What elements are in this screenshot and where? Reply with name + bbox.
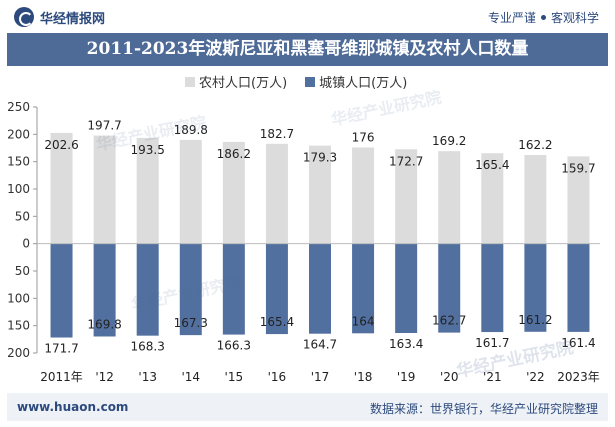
x-tick-label: '12 — [95, 370, 114, 384]
x-tick-label: 2011年 — [40, 370, 83, 384]
bar-rural — [179, 139, 202, 244]
bar-rural — [567, 156, 590, 244]
y-tick-label: 150 — [7, 155, 30, 169]
x-tick-label: 2023年 — [557, 370, 600, 384]
slogan-a: 专业严谨 — [487, 11, 536, 25]
x-tick-label: '14 — [181, 370, 200, 384]
data-label-rural: 189.8 — [174, 123, 208, 137]
y-tick-label: 50 — [15, 264, 30, 278]
y-tick-label: 0 — [22, 237, 30, 251]
y-tick-label: 100 — [7, 291, 30, 305]
bar-urban — [309, 243, 331, 334]
data-label-rural: 162.2 — [518, 138, 552, 152]
slogan-b: 客观科学 — [550, 11, 599, 25]
data-label-rural: 186.2 — [217, 147, 251, 161]
bar-rural — [222, 141, 245, 244]
bar-rural — [395, 149, 418, 244]
bar-rural — [265, 143, 288, 244]
x-tick-label: '20 — [440, 370, 459, 384]
data-label-urban: 161.4 — [561, 336, 595, 350]
bar-urban — [136, 243, 159, 336]
x-tick-label: '22 — [526, 370, 545, 384]
y-tick-label: 200 — [7, 127, 30, 141]
title-bar: 2011-2023年波斯尼亚和黑塞哥维那城镇及农村人口数量 — [7, 33, 608, 66]
data-label-urban: 169.8 — [87, 317, 121, 331]
data-label-urban: 161.2 — [518, 313, 552, 327]
data-label-urban: 167.3 — [174, 316, 208, 330]
bar-urban — [438, 243, 461, 333]
data-label-rural: 169.2 — [432, 134, 466, 148]
data-label-rural: 172.7 — [389, 154, 423, 168]
bar-rural — [136, 137, 159, 244]
data-label-rural: 202.6 — [44, 138, 78, 152]
brand: 华经情报网 — [14, 7, 105, 27]
bar-rural — [309, 145, 331, 244]
data-label-urban: 164 — [352, 314, 375, 328]
bar-urban — [179, 243, 202, 336]
chart-legend: 农村人口(万人) 城镇人口(万人) — [185, 72, 407, 91]
data-label-urban: 168.3 — [131, 340, 165, 354]
data-label-rural: 159.7 — [561, 161, 595, 175]
data-label-urban: 164.7 — [303, 338, 337, 352]
bar-urban — [524, 243, 547, 332]
bar-rural — [481, 153, 504, 244]
data-label-rural: 165.4 — [475, 158, 509, 172]
slogan: 专业严谨 客观科学 — [488, 9, 599, 26]
y-tick-label: 50 — [15, 209, 30, 223]
huajing-logo-icon — [14, 7, 34, 27]
legend-item-urban: 城镇人口(万人) — [305, 72, 407, 91]
bar-rural — [438, 151, 461, 244]
bar-urban — [567, 243, 590, 332]
data-label-urban: 161.7 — [475, 336, 509, 350]
y-tick-label: 100 — [7, 182, 30, 196]
top-bar: 华经情报网 专业严谨 客观科学 — [0, 0, 615, 33]
x-tick-label: '15 — [225, 370, 244, 384]
x-tick-label: '16 — [268, 370, 287, 384]
data-label-urban: 163.4 — [389, 337, 423, 351]
x-tick-label: '18 — [354, 370, 373, 384]
bar-rural — [352, 147, 375, 244]
x-tick-label: '19 — [397, 370, 416, 384]
bar-urban — [265, 243, 288, 335]
bar-rural — [524, 154, 547, 244]
bar-rural — [50, 132, 73, 244]
footer-source: 数据来源：世界银行，华经产业研究院整理 — [369, 402, 598, 416]
legend-item-rural: 农村人口(万人) — [185, 72, 287, 91]
footer-bar: www.huaon.com 数据来源：世界银行，华经产业研究院整理 — [7, 393, 608, 421]
bar-urban — [50, 243, 73, 338]
data-label-urban: 171.7 — [44, 342, 78, 356]
data-label-rural: 197.7 — [87, 119, 121, 133]
bullet-dot-icon — [540, 15, 546, 20]
chart-title: 2011-2023年波斯尼亚和黑塞哥维那城镇及农村人口数量 — [86, 39, 529, 59]
bar-urban — [352, 243, 375, 334]
bar-urban — [93, 243, 116, 337]
data-label-urban: 165.4 — [260, 315, 294, 329]
legend-label-rural: 农村人口(万人) — [199, 76, 288, 91]
legend-swatch-rural — [185, 76, 195, 87]
y-tick-label: 200 — [7, 346, 30, 360]
data-label-urban: 166.3 — [217, 339, 251, 353]
legend-swatch-urban — [305, 76, 316, 87]
data-label-rural: 193.5 — [131, 143, 165, 157]
bar-urban — [481, 243, 504, 333]
chart-plot: 250 200 150 100 50 0 50 100 150 200 202.6 171.7 2011… — [7, 100, 600, 384]
x-tick-label: '17 — [311, 370, 330, 384]
bar-rural — [93, 135, 116, 244]
data-label-rural: 176 — [352, 130, 375, 144]
bar-urban — [395, 243, 418, 333]
x-tick-label: '13 — [138, 370, 157, 384]
x-tick-label: '21 — [483, 370, 502, 384]
brand-name: 华经情报网 — [40, 11, 106, 27]
legend-label-urban: 城镇人口(万人) — [319, 76, 408, 91]
data-label-rural: 182.7 — [260, 127, 294, 141]
bar-urban — [222, 243, 245, 335]
data-label-urban: 162.7 — [432, 314, 466, 328]
footer-website: www.huaon.com — [17, 400, 129, 414]
y-tick-label: 250 — [7, 100, 30, 114]
data-label-rural: 179.3 — [303, 151, 337, 165]
y-tick-label: 150 — [7, 319, 30, 333]
